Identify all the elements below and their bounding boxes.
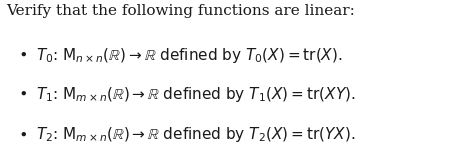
Text: $\bullet$: $\bullet$: [18, 46, 27, 61]
Text: $\bullet$: $\bullet$: [18, 125, 27, 140]
Text: $\bullet$: $\bullet$: [18, 85, 27, 100]
Text: $T_0$: $\mathrm{M}_{n\times n}(\mathbb{R}) \rightarrow \mathbb{R}$ defined by $T: $T_0$: $\mathrm{M}_{n\times n}(\mathbb{R…: [36, 46, 342, 65]
Text: $T_1$: $\mathrm{M}_{m\times n}(\mathbb{R}) \rightarrow \mathbb{R}$ defined by $T: $T_1$: $\mathrm{M}_{m\times n}(\mathbb{R…: [36, 85, 355, 104]
Text: Verify that the following functions are linear:: Verify that the following functions are …: [6, 4, 355, 18]
Text: $T_2$: $\mathrm{M}_{m\times n}(\mathbb{R}) \rightarrow \mathbb{R}$ defined by $T: $T_2$: $\mathrm{M}_{m\times n}(\mathbb{R…: [36, 125, 355, 144]
